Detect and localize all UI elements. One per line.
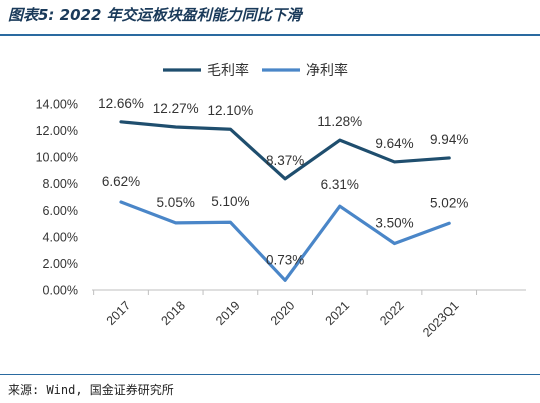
series-line-gross-margin: [119, 120, 451, 181]
data-label: 5.05%: [157, 195, 195, 210]
x-tick-label: 2021: [323, 298, 353, 328]
y-tick-label: 2.00%: [43, 257, 78, 271]
data-label: 5.10%: [211, 194, 249, 209]
data-label: 6.62%: [102, 174, 140, 189]
y-tick-label: 4.00%: [43, 230, 78, 244]
title-divider: [0, 34, 540, 36]
data-label: 9.94%: [430, 132, 468, 147]
y-tick-label: 8.00%: [43, 177, 78, 191]
data-label: 0.73%: [266, 252, 304, 267]
x-tick-label: 2020: [268, 298, 298, 328]
data-label: 12.10%: [208, 103, 254, 118]
data-label: 8.37%: [266, 153, 304, 168]
data-label: 6.31%: [321, 177, 359, 192]
data-label: 12.66%: [98, 96, 144, 111]
y-tick-label: 12.00%: [36, 124, 78, 138]
figure-title: 图表5: 2022 年交运板块盈利能力同比下滑: [8, 6, 302, 24]
data-label: 3.50%: [375, 216, 413, 231]
source-note: 来源: Wind, 国金证券研究所: [8, 383, 174, 397]
legend-label-net-margin: 净利率: [306, 62, 348, 79]
y-tick-label: 10.00%: [36, 151, 78, 165]
line-chart: 0.00% 2.00% 4.00% 6.00% 8.00% 10.00% 12.00% 14.…: [36, 62, 526, 340]
y-tick-label: 14.00%: [36, 98, 78, 112]
data-label: 12.27%: [153, 101, 199, 116]
data-label: 11.28%: [317, 114, 362, 129]
y-tick-label: 0.00%: [43, 284, 78, 298]
y-tick-label: 6.00%: [43, 204, 78, 218]
x-tick-label: 2023Q1: [420, 298, 461, 339]
x-tick-label: 2019: [213, 298, 243, 328]
data-label: 5.02%: [430, 195, 468, 210]
series-line-net-margin: [119, 200, 451, 282]
x-tick-label: 2017: [104, 298, 134, 328]
x-tick-label: 2022: [377, 298, 407, 328]
x-tick-label: 2018: [158, 298, 188, 328]
data-label: 9.64%: [375, 136, 413, 151]
legend-label-gross-margin: 毛利率: [207, 62, 249, 79]
footer-divider: [0, 374, 540, 375]
